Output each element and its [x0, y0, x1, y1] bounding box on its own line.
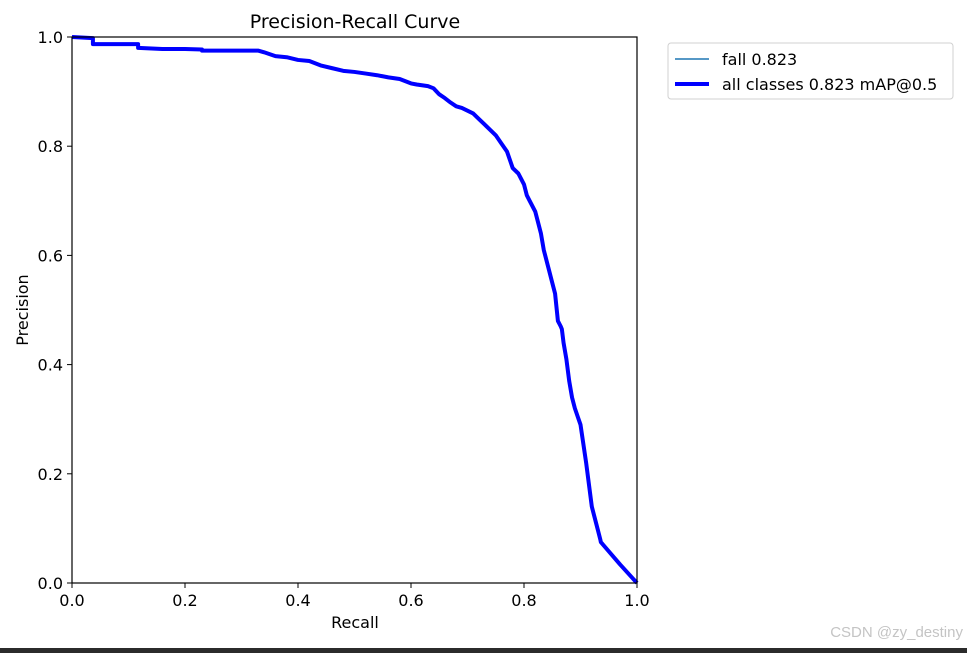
x-tick-label: 0.6 — [398, 591, 423, 610]
chart-title: Precision-Recall Curve — [250, 11, 460, 33]
legend-label-all-classes: all classes 0.823 mAP@0.5 — [722, 75, 937, 94]
watermark: CSDN @zy_destiny — [830, 624, 963, 641]
series-line-0 — [71, 36, 638, 584]
y-axis-label: Precision — [13, 274, 32, 345]
y-tick-label: 0.8 — [38, 137, 63, 156]
x-axis-ticks: 0.0 0.2 0.4 0.6 0.8 1.0 — [59, 583, 650, 610]
x-tick-label: 0.8 — [511, 591, 536, 610]
x-tick-label: 0.4 — [285, 591, 310, 610]
y-tick-label: 0.4 — [38, 356, 63, 375]
bottom-bar — [0, 648, 967, 653]
y-axis-ticks: 0.0 0.2 0.4 0.6 0.8 1.0 — [38, 28, 72, 593]
plot-lines — [71, 35, 639, 585]
x-tick-label: 0.2 — [172, 591, 197, 610]
y-tick-label: 1.0 — [38, 28, 63, 47]
plot-frame — [71, 36, 638, 584]
legend-box — [667, 42, 954, 100]
x-tick-label: 1.0 — [624, 591, 649, 610]
legend: fall 0.823 all classes 0.823 mAP@0.5 — [667, 42, 954, 100]
x-tick-label: 0.0 — [59, 591, 84, 610]
y-tick-label: 0.2 — [38, 465, 63, 484]
y-tick-label: 0.6 — [38, 246, 63, 265]
legend-label-fall: fall 0.823 — [722, 50, 797, 69]
x-axis-label: Recall — [331, 613, 379, 632]
series-line-1 — [71, 35, 639, 585]
y-tick-label: 0.0 — [38, 574, 63, 593]
